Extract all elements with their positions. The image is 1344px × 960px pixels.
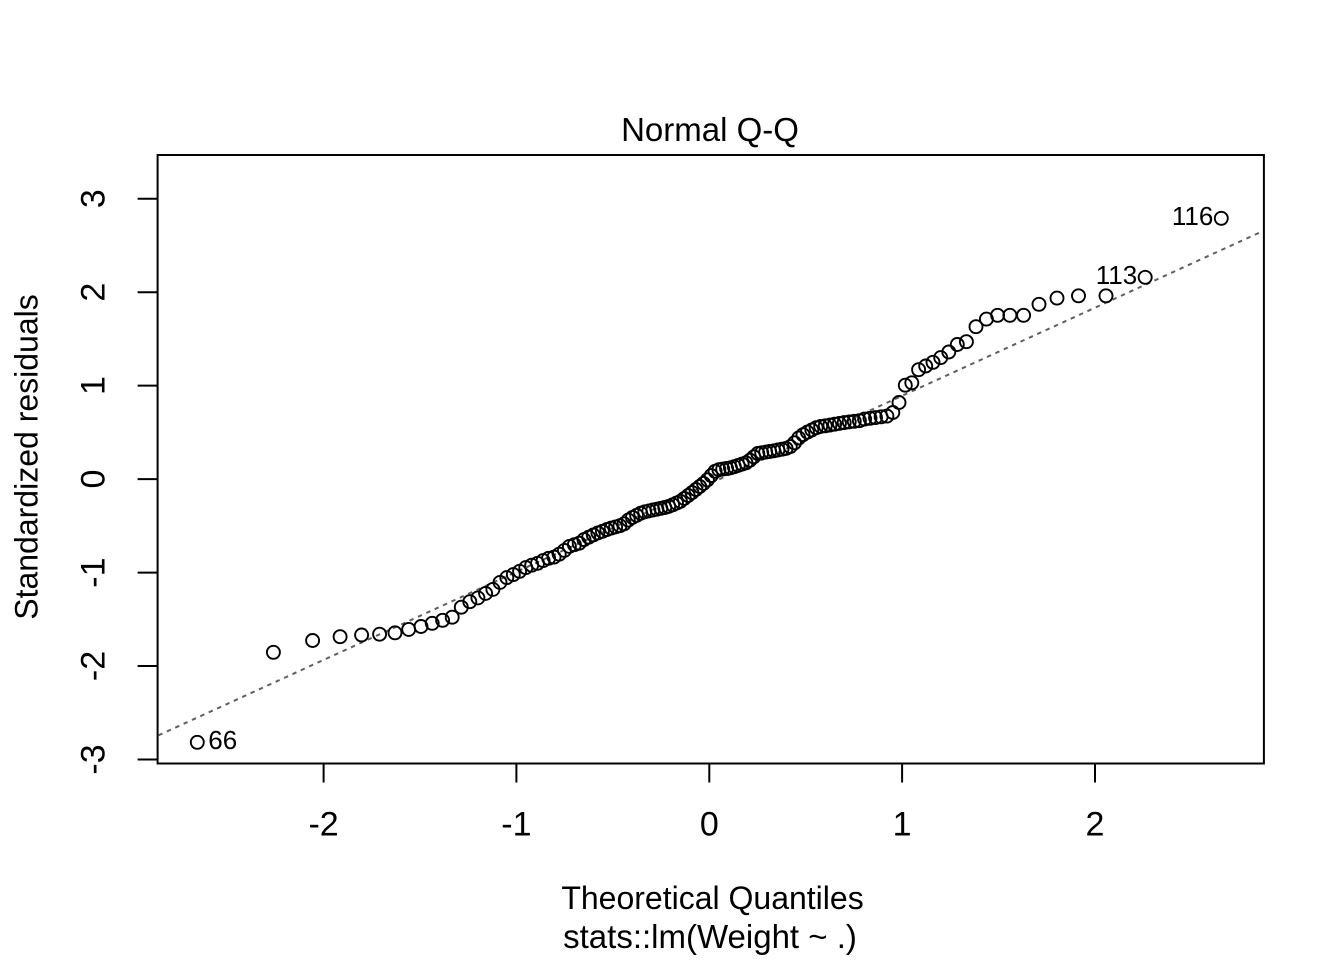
svg-text:2: 2 [1086, 805, 1105, 843]
svg-text:1: 1 [75, 376, 113, 395]
svg-text:3: 3 [75, 189, 113, 208]
svg-text:Normal Q-Q: Normal Q-Q [621, 111, 799, 148]
svg-text:0: 0 [75, 470, 113, 489]
svg-text:66: 66 [208, 725, 237, 755]
svg-text:0: 0 [700, 805, 719, 843]
svg-text:-1: -1 [501, 805, 531, 843]
svg-text:1: 1 [893, 805, 912, 843]
svg-text:stats::lm(Weight ~ .): stats::lm(Weight ~ .) [563, 918, 857, 955]
svg-text:2: 2 [75, 283, 113, 302]
svg-text:113: 113 [1096, 260, 1137, 290]
svg-text:-1: -1 [75, 557, 113, 587]
svg-text:Theoretical Quantiles: Theoretical Quantiles [561, 880, 863, 916]
svg-text:Standardized residuals: Standardized residuals [9, 294, 45, 620]
svg-text:-3: -3 [75, 744, 113, 774]
svg-text:-2: -2 [75, 651, 113, 681]
svg-text:116: 116 [1172, 201, 1213, 231]
svg-text:-2: -2 [308, 805, 338, 843]
